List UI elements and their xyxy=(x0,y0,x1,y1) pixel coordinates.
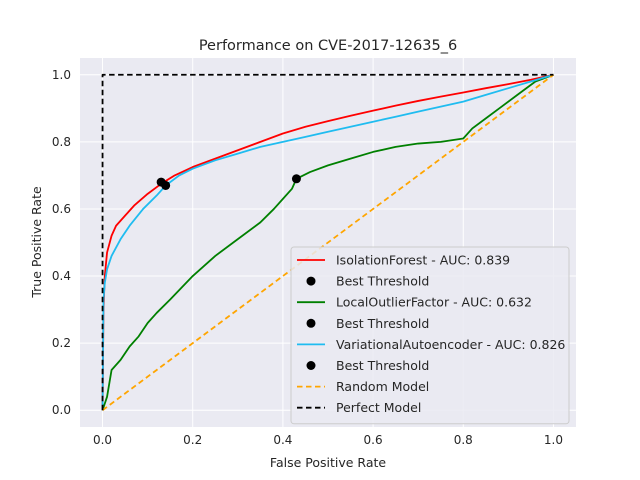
legend-marker xyxy=(306,318,316,328)
legend-label: VariationalAutoencoder - AUC: 0.826 xyxy=(336,337,565,352)
y-tick-label: 1.0 xyxy=(52,68,71,82)
y-tick-label: 0.0 xyxy=(52,403,71,417)
y-tick-label: 0.4 xyxy=(52,269,71,283)
legend-box xyxy=(290,246,570,425)
localoutlierfactor-line xyxy=(101,73,554,411)
grid-lines xyxy=(80,58,576,427)
variationalautoencoder-line xyxy=(101,73,554,411)
tick-labels: 0.0 0.2 0.4 0.6 0.8 1.0 0.0 0.2 0.4 0.6 0.8 1.0 xyxy=(52,68,563,447)
best-threshold-point xyxy=(161,180,171,190)
y-tick-label: 0.2 xyxy=(52,336,71,350)
legend-label: LocalOutlierFactor - AUC: 0.632 xyxy=(336,295,532,310)
x-tick-label: 1.0 xyxy=(544,433,563,447)
x-axis-label: False Positive Rate xyxy=(270,455,386,470)
legend: IsolationForest - AUC: 0.839 Best Thresho… xyxy=(290,246,570,425)
isolationforest-line xyxy=(101,73,554,411)
legend-label: Perfect Model xyxy=(336,400,421,415)
legend-label: Random Model xyxy=(336,379,429,394)
legend-label: IsolationForest - AUC: 0.839 xyxy=(336,253,510,268)
random-model-line xyxy=(102,74,554,411)
chart-title: Performance on CVE-2017-12635_6 xyxy=(199,38,457,54)
x-tick-label: 0.0 xyxy=(93,433,112,447)
x-tick-label: 0.2 xyxy=(183,433,202,447)
x-tick-label: 0.4 xyxy=(273,433,292,447)
x-tick-label: 0.8 xyxy=(454,433,473,447)
y-axis-label: True Positive Rate xyxy=(29,186,44,299)
best-threshold-point xyxy=(291,174,301,184)
x-tick-label: 0.6 xyxy=(364,433,383,447)
legend-marker xyxy=(306,276,316,286)
y-tick-label: 0.8 xyxy=(52,135,71,149)
legend-label: Best Threshold xyxy=(336,274,429,289)
legend-marker xyxy=(306,361,316,370)
y-tick-label: 0.6 xyxy=(52,202,71,216)
legend-label: Best Threshold xyxy=(336,358,429,373)
legend-label: Best Threshold xyxy=(336,316,429,331)
series-layer xyxy=(101,73,554,411)
perfect-model-line xyxy=(101,73,554,411)
